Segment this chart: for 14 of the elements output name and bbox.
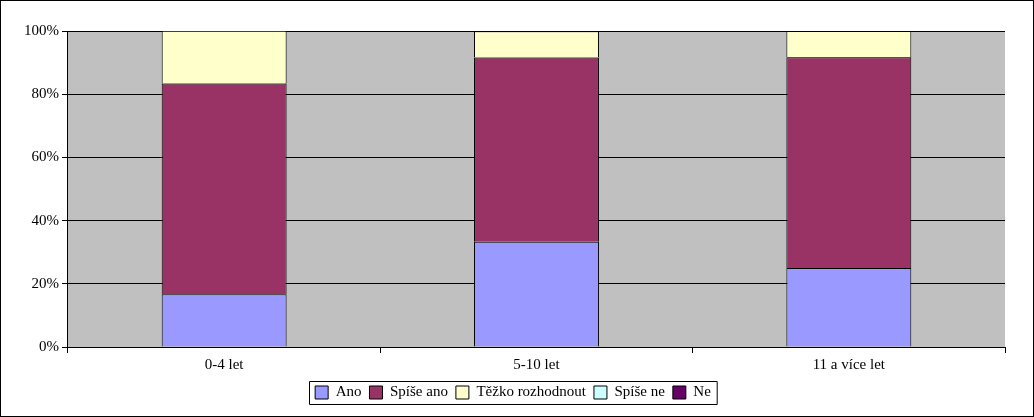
x-tick-label: 5-10 let xyxy=(513,355,561,372)
y-tick-label: 100% xyxy=(24,21,59,38)
legend-label: Ne xyxy=(693,383,712,400)
y-tick-label: 60% xyxy=(31,148,59,165)
legend-label: Spíše ne xyxy=(614,383,666,400)
legend-label: Těžko rozhodnout xyxy=(476,383,587,400)
legend-label: Spíše ano xyxy=(389,383,448,400)
x-tick-label: 11 a více let xyxy=(812,355,886,372)
y-tick-label: 80% xyxy=(31,85,59,102)
x-tick-label: 0-4 let xyxy=(204,355,245,372)
y-tick-label: 0% xyxy=(39,337,59,354)
y-tick-label: 40% xyxy=(31,211,59,228)
legend-label: Ano xyxy=(335,383,362,400)
y-tick-label: 20% xyxy=(31,274,59,291)
